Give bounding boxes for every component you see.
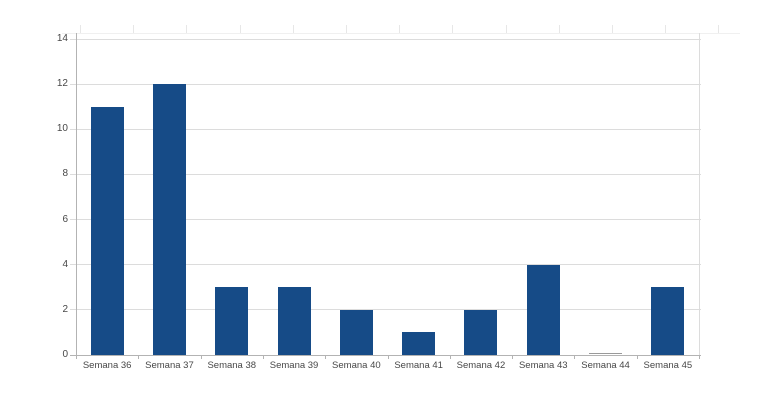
x-axis-tick bbox=[574, 355, 576, 359]
sheet-column-tick bbox=[612, 25, 613, 33]
bar-semana-44 bbox=[589, 352, 623, 354]
sheet-column-tick bbox=[239, 25, 241, 33]
sheet-column-tick bbox=[452, 25, 454, 33]
x-axis-label: Semana 36 bbox=[82, 360, 132, 371]
x-axis-tick bbox=[262, 355, 264, 359]
x-axis-tick bbox=[200, 355, 202, 359]
sheet-column-tick bbox=[292, 25, 294, 33]
bar-semana-37 bbox=[152, 84, 186, 355]
y-axis-tick-label: 0 bbox=[62, 349, 68, 360]
x-axis-tick bbox=[512, 355, 514, 359]
sheet-column-tick bbox=[133, 25, 135, 33]
x-axis-label: Semana 38 bbox=[207, 360, 257, 371]
x-axis-tick bbox=[699, 355, 700, 359]
bar-semana-45 bbox=[651, 287, 685, 355]
sheet-column-tick bbox=[399, 25, 401, 33]
y-axis-tick-label: 2 bbox=[62, 303, 68, 315]
y-gridline bbox=[70, 264, 701, 266]
sheet-column-tick bbox=[718, 25, 720, 33]
y-axis-tick-label: 12 bbox=[56, 78, 68, 90]
bar-semana-42 bbox=[464, 309, 498, 355]
x-axis-tick bbox=[76, 355, 77, 359]
y-axis-tick-label: 4 bbox=[62, 258, 68, 270]
y-gridline bbox=[70, 38, 701, 40]
bar-semana-40 bbox=[339, 309, 373, 355]
y-gridline bbox=[70, 309, 701, 311]
bar-semana-43 bbox=[526, 264, 560, 355]
sheet-column-tick bbox=[665, 25, 667, 33]
y-gridline bbox=[70, 173, 701, 175]
y-gridline bbox=[70, 128, 701, 130]
x-axis-label: Semana 45 bbox=[643, 360, 693, 371]
x-axis-tick bbox=[449, 355, 451, 359]
sheet-column-tick bbox=[80, 25, 81, 33]
x-axis-label: Semana 43 bbox=[518, 360, 568, 371]
x-axis-label: Semana 39 bbox=[269, 360, 319, 371]
x-axis-tick bbox=[325, 355, 327, 359]
x-axis-tick bbox=[138, 355, 140, 359]
y-axis-tick-label: 10 bbox=[56, 123, 68, 135]
bar-semana-38 bbox=[215, 287, 249, 355]
y-axis-tick-label: 8 bbox=[62, 168, 68, 180]
sheet-column-tick bbox=[558, 25, 560, 33]
x-axis-tick bbox=[636, 355, 638, 359]
y-axis-line bbox=[76, 33, 77, 356]
y-axis-tick-label: 14 bbox=[56, 33, 68, 44]
sheet-column-tick bbox=[186, 25, 188, 33]
x-axis-label: Semana 41 bbox=[394, 360, 443, 371]
bar-semana-36 bbox=[90, 106, 124, 355]
sheet-row-border bbox=[62, 33, 740, 34]
y-axis-tick-label: 6 bbox=[62, 213, 68, 225]
sheet-column-tick bbox=[505, 25, 507, 33]
plot-right-border bbox=[699, 33, 700, 355]
bar-semana-39 bbox=[277, 287, 311, 355]
y-gridline bbox=[70, 219, 701, 221]
x-axis-label: Semana 37 bbox=[145, 360, 194, 371]
x-axis-label: Semana 40 bbox=[332, 360, 381, 371]
x-axis-label: Semana 44 bbox=[581, 360, 630, 371]
y-gridline bbox=[70, 83, 701, 85]
x-axis-label: Semana 42 bbox=[456, 360, 506, 371]
x-axis-line bbox=[70, 354, 701, 356]
x-axis-tick bbox=[387, 355, 389, 359]
sheet-column-tick bbox=[346, 25, 347, 33]
bar-semana-41 bbox=[402, 332, 436, 355]
